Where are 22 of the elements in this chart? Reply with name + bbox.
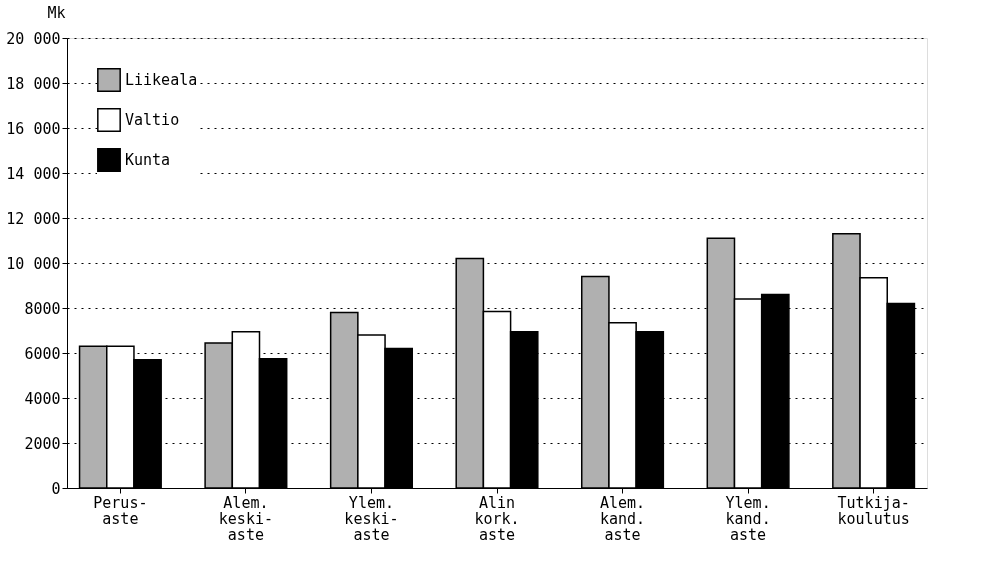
y-axis-title: Mk bbox=[47, 3, 66, 22]
y-tick-label: 18 000 bbox=[6, 74, 61, 93]
y-tick-label: 6000 bbox=[24, 344, 61, 363]
x-tick-label: Perus- aste bbox=[93, 493, 148, 528]
x-tick-label: Alem. keski- aste bbox=[218, 493, 273, 544]
x-tick-label: Alin kork. aste bbox=[474, 493, 520, 544]
y-tick-label: 20 000 bbox=[6, 29, 61, 48]
legend-label: Liikeala bbox=[125, 71, 198, 89]
x-tick-label: Alem. kand. aste bbox=[599, 493, 646, 544]
x-tick-label: Tutkija- koulutus bbox=[837, 493, 910, 528]
y-tick-label: 14 000 bbox=[6, 164, 61, 183]
y-tick-label: 4000 bbox=[24, 389, 61, 408]
legend-label: Valtio bbox=[125, 111, 180, 129]
y-tick-label: 8000 bbox=[24, 299, 61, 318]
y-tick-label: 16 000 bbox=[6, 119, 61, 138]
y-tick-label: 2000 bbox=[24, 434, 61, 453]
x-tick-label: Ylem. kand. aste bbox=[725, 493, 771, 544]
legend-label: Kunta bbox=[125, 151, 171, 169]
y-tick-label: 12 000 bbox=[6, 209, 61, 228]
x-tick-label: Ylem. keski- aste bbox=[344, 493, 399, 544]
y-tick-label: 10 000 bbox=[6, 254, 61, 273]
y-tick-label: 0 bbox=[51, 479, 61, 498]
